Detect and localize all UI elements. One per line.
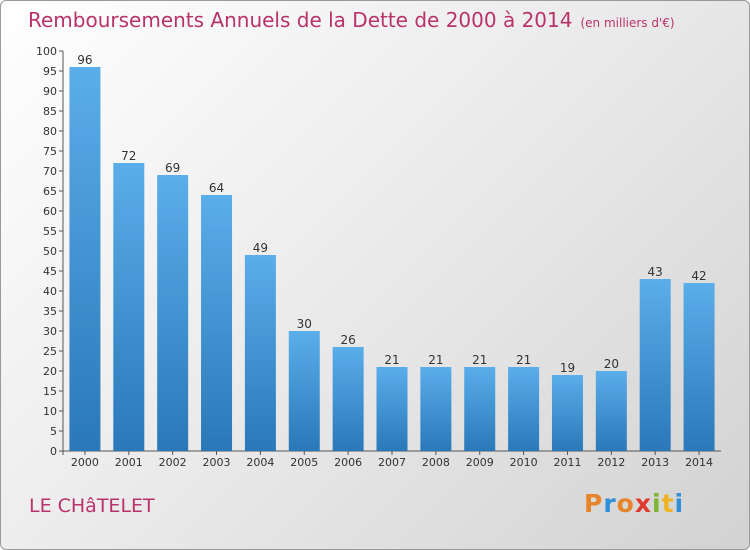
y-tick-label: 60 bbox=[43, 205, 57, 218]
bar-2009 bbox=[464, 367, 496, 451]
chart-title: Remboursements Annuels de la Dette de 20… bbox=[28, 8, 675, 32]
y-tick-label: 70 bbox=[43, 165, 57, 178]
y-tick-label: 90 bbox=[43, 85, 57, 98]
value-label-2001: 72 bbox=[121, 149, 136, 163]
x-tick-label-2003: 2003 bbox=[203, 456, 231, 469]
bar-2001 bbox=[113, 163, 145, 451]
y-tick-label: 50 bbox=[43, 245, 57, 258]
bar-2008 bbox=[420, 367, 452, 451]
chart-y-ticks: 0 5 10 15 20 25 30 35 40 45 50 55 60 65 70 75 80 85 90 95 10… bbox=[36, 45, 63, 458]
y-tick-label: 25 bbox=[43, 345, 57, 358]
value-label-2004: 49 bbox=[253, 241, 268, 255]
bar-2014 bbox=[683, 283, 715, 451]
y-tick-label: 10 bbox=[43, 405, 57, 418]
value-label-2014: 42 bbox=[691, 269, 706, 283]
chart-x-ticks: 2000 2001 2002 2003 2004 2005 2006 2007 2008 2009… bbox=[71, 451, 713, 469]
y-tick-label: 80 bbox=[43, 125, 57, 138]
y-tick-label: 0 bbox=[50, 445, 57, 458]
x-tick-label-2005: 2005 bbox=[290, 456, 318, 469]
y-tick-label: 100 bbox=[36, 45, 57, 58]
y-tick-label: 75 bbox=[43, 145, 57, 158]
value-label-2007: 21 bbox=[384, 353, 399, 367]
chart-bars bbox=[69, 67, 715, 451]
chart-title-text: Remboursements Annuels de la Dette de 20… bbox=[28, 8, 573, 32]
y-tick-label: 95 bbox=[43, 65, 57, 78]
bar-2005 bbox=[288, 331, 320, 451]
y-tick-label: 65 bbox=[43, 185, 57, 198]
logo-letter: o bbox=[616, 489, 635, 518]
logo-letter: t bbox=[661, 489, 675, 518]
y-tick-label: 40 bbox=[43, 285, 57, 298]
x-tick-label-2007: 2007 bbox=[378, 456, 406, 469]
x-tick-label-2009: 2009 bbox=[466, 456, 494, 469]
proxiti-logo: Proxiti bbox=[584, 489, 684, 518]
logo-letter: i bbox=[652, 489, 662, 518]
bar-2006 bbox=[332, 347, 364, 451]
value-label-2002: 69 bbox=[165, 161, 180, 175]
value-label-2013: 43 bbox=[648, 265, 663, 279]
logo-letter: r bbox=[603, 489, 617, 518]
y-tick-label: 55 bbox=[43, 225, 57, 238]
value-label-2000: 96 bbox=[77, 53, 92, 67]
bar-2007 bbox=[376, 367, 408, 451]
x-tick-label-2014: 2014 bbox=[685, 456, 713, 469]
chart-unit-text: (en milliers d'€) bbox=[580, 16, 675, 30]
y-tick-label: 5 bbox=[50, 425, 57, 438]
value-label-2005: 30 bbox=[297, 317, 312, 331]
x-tick-label-2001: 2001 bbox=[115, 456, 143, 469]
value-label-2006: 26 bbox=[340, 333, 355, 347]
chart-data-labels: 96 72 69 64 49 30 26 21 21 21 21 19 20 43 42 bbox=[77, 53, 706, 375]
bar-2011 bbox=[551, 375, 583, 451]
bar-2003 bbox=[201, 195, 233, 451]
x-tick-label-2013: 2013 bbox=[641, 456, 669, 469]
logo-letter: x bbox=[634, 489, 652, 518]
y-tick-label: 20 bbox=[43, 365, 57, 378]
y-tick-label: 35 bbox=[43, 305, 57, 318]
y-tick-label: 45 bbox=[43, 265, 57, 278]
x-tick-label-2000: 2000 bbox=[71, 456, 99, 469]
x-tick-label-2008: 2008 bbox=[422, 456, 450, 469]
logo-letter: i bbox=[674, 489, 685, 518]
bar-2004 bbox=[244, 255, 276, 451]
x-tick-label-2002: 2002 bbox=[159, 456, 187, 469]
value-label-2009: 21 bbox=[472, 353, 487, 367]
value-label-2003: 64 bbox=[209, 181, 224, 195]
bar-2013 bbox=[639, 279, 671, 451]
bar-2002 bbox=[157, 175, 189, 451]
bar-2010 bbox=[508, 367, 540, 451]
value-label-2012: 20 bbox=[604, 357, 619, 371]
logo-letter: P bbox=[584, 489, 604, 518]
value-label-2008: 21 bbox=[428, 353, 443, 367]
x-tick-label-2010: 2010 bbox=[510, 456, 538, 469]
x-tick-label-2004: 2004 bbox=[246, 456, 274, 469]
y-tick-label: 85 bbox=[43, 105, 57, 118]
x-tick-label-2011: 2011 bbox=[553, 456, 581, 469]
y-tick-label: 30 bbox=[43, 325, 57, 338]
value-label-2011: 19 bbox=[560, 361, 575, 375]
bar-2000 bbox=[69, 67, 101, 451]
place-name: LE CHâTELET bbox=[29, 495, 155, 517]
x-tick-label-2006: 2006 bbox=[334, 456, 362, 469]
y-tick-label: 15 bbox=[43, 385, 57, 398]
x-tick-label-2012: 2012 bbox=[597, 456, 625, 469]
bar-2012 bbox=[595, 371, 627, 451]
value-label-2010: 21 bbox=[516, 353, 531, 367]
